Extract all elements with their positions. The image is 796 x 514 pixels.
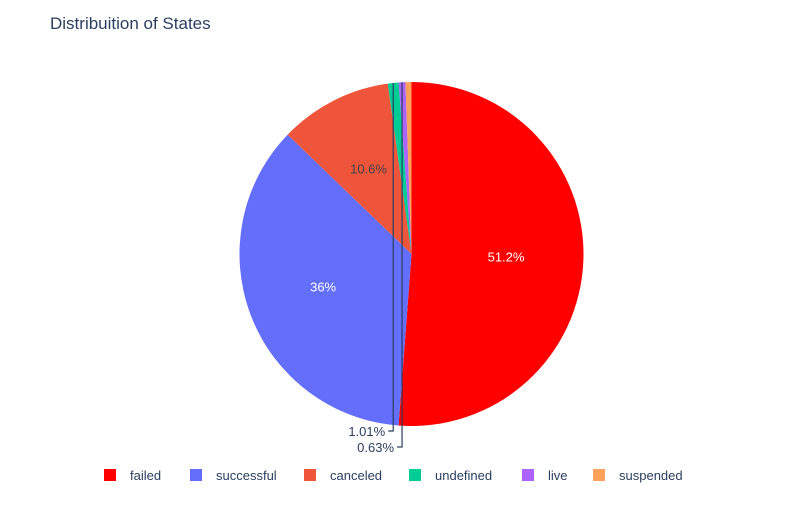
legend-label-undefined: undefined [435,468,492,483]
slice-label-live: 0.63% [357,440,394,455]
legend-swatch-undefined [409,469,421,481]
slice-label-undefined: 1.01% [348,424,385,439]
legend-item-successful[interactable]: successful [190,468,277,483]
legend-swatch-suspended [593,469,605,481]
legend-label-live: live [548,468,568,483]
leader-line-undefined [388,82,394,432]
legend-label-successful: successful [216,468,277,483]
legend-label-canceled: canceled [330,468,382,483]
pie-slice-successful[interactable] [239,134,412,426]
legend-item-live[interactable]: live [522,468,568,483]
pie-slice-suspended[interactable] [405,82,412,254]
legend-swatch-canceled [304,469,316,481]
legend-label-suspended: suspended [619,468,683,483]
legend-item-canceled[interactable]: canceled [304,468,382,483]
legend-swatch-failed [104,469,116,481]
slice-label-successful: 36% [310,280,336,295]
leader-line-live [397,82,403,448]
legend-swatch-live [522,469,534,481]
legend-swatch-successful [190,469,202,481]
legend-label-failed: failed [130,468,161,483]
pie-slice-canceled[interactable] [287,83,412,255]
pie-slice-failed[interactable] [398,82,584,427]
legend-item-undefined[interactable]: undefined [409,468,492,483]
slice-label-failed: 51.2% [488,250,525,265]
legend-item-suspended[interactable]: suspended [593,468,683,483]
slice-label-canceled: 10.6% [350,162,387,177]
chart-title: Distribuition of States [50,14,211,33]
legend-item-failed[interactable]: failed [104,468,161,483]
